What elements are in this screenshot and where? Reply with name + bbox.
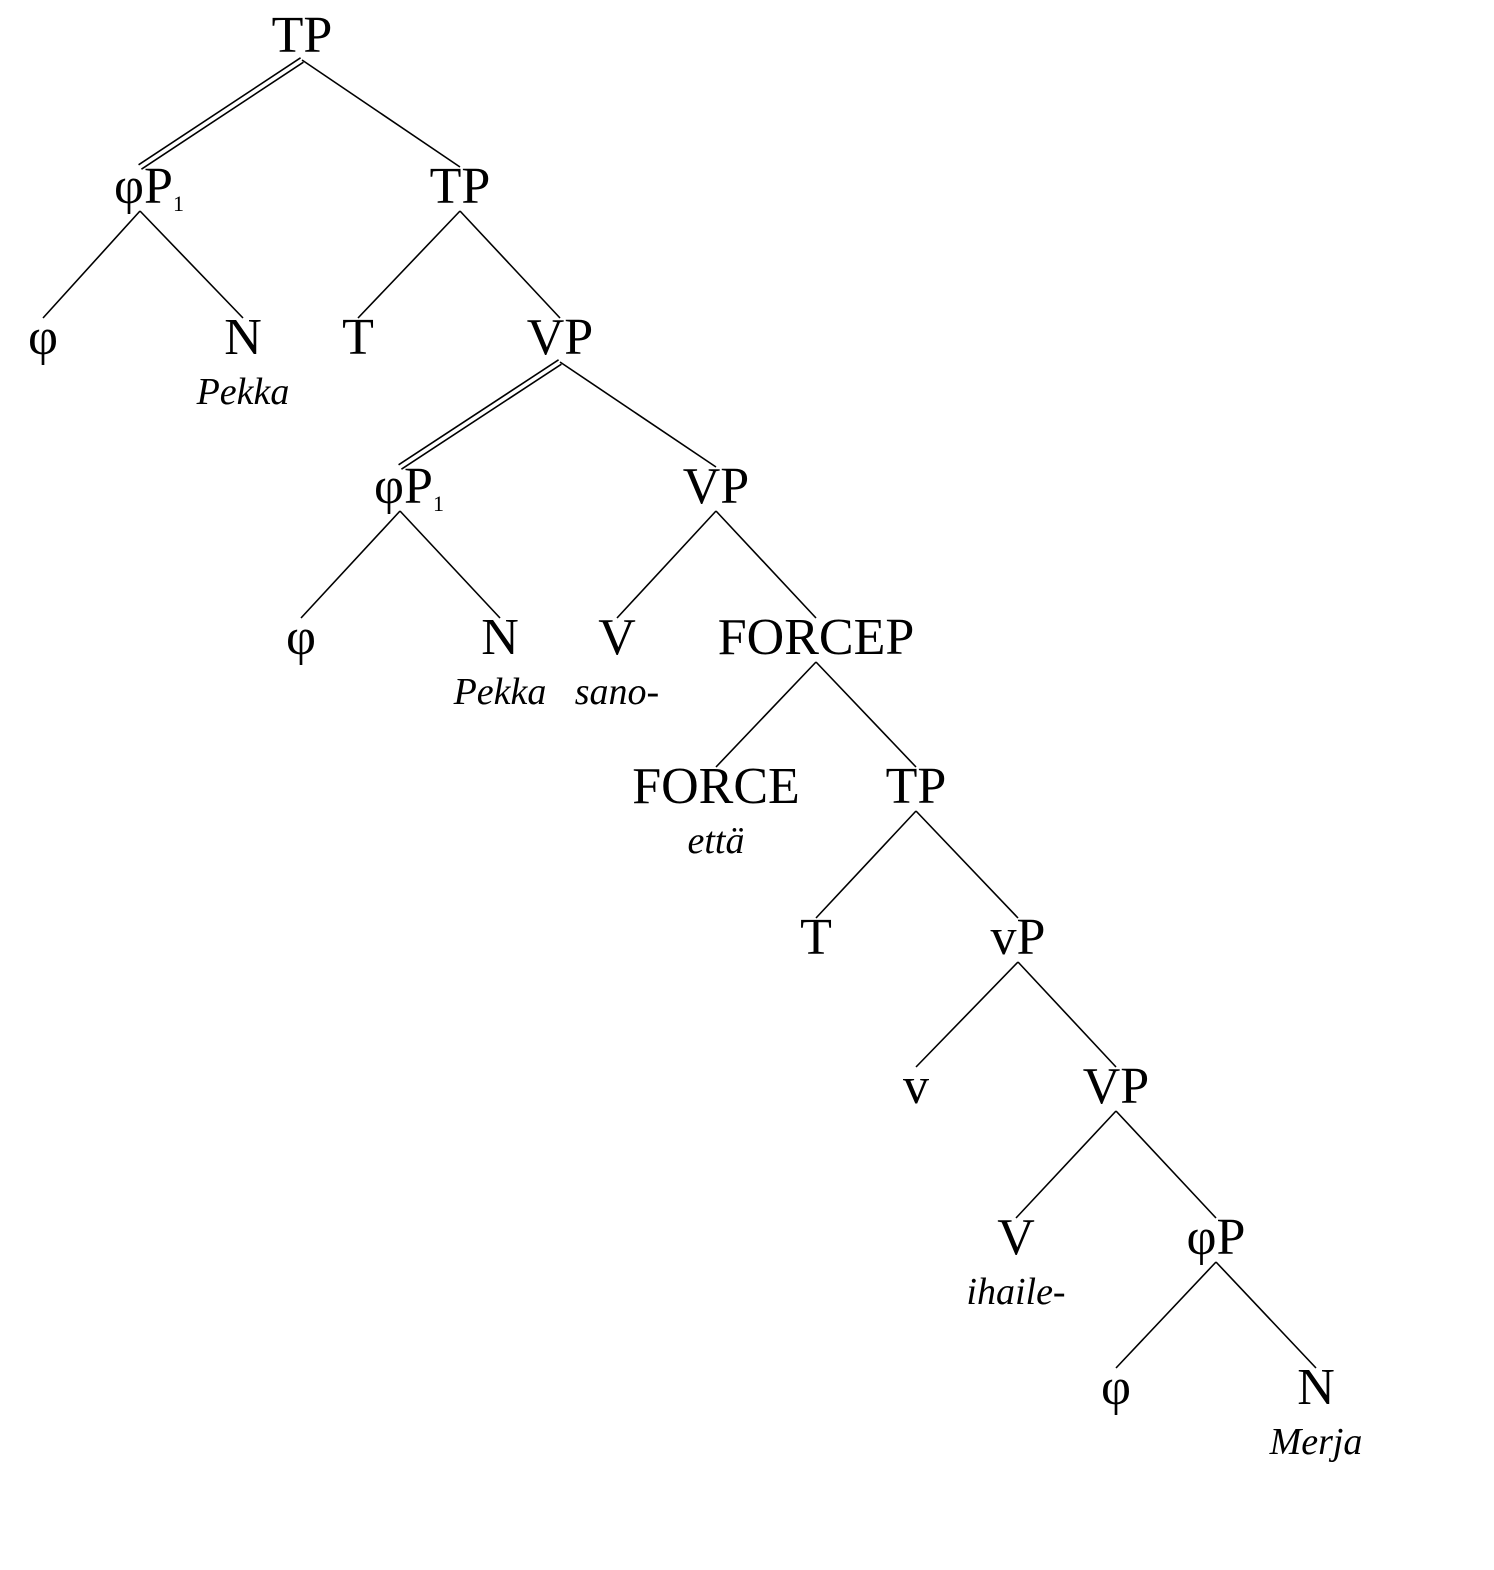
node-label: TP	[272, 7, 333, 64]
node-word: Pekka	[196, 371, 290, 413]
tree-node-n3: N Merja	[1269, 1359, 1363, 1463]
node-label: φP1	[114, 158, 184, 216]
node-label: φ	[286, 609, 316, 666]
tree-edge	[43, 211, 140, 318]
node-label: T	[800, 909, 832, 966]
node-label: v	[903, 1058, 929, 1115]
node-label: V	[598, 609, 636, 666]
node-label: φ	[28, 309, 58, 366]
tree-node-tp2: TP	[886, 758, 947, 815]
node-label: FORCE	[632, 758, 800, 815]
node-word: Pekka	[453, 671, 547, 713]
tree-node-vp3: VP	[1083, 1058, 1149, 1115]
node-word: ihaile-	[966, 1271, 1065, 1313]
tree-node-n1: N Pekka	[196, 309, 290, 413]
node-label: φP1	[374, 458, 444, 516]
tree-edge	[816, 662, 916, 767]
tree-edge-double-a	[139, 58, 301, 165]
tree-node-phip3: φP	[1187, 1209, 1246, 1266]
node-label: φP	[1187, 1209, 1246, 1266]
tree-node-force: FORCE että	[632, 758, 800, 862]
tree-edge	[1216, 1262, 1316, 1368]
tree-edge-double-a	[399, 360, 559, 465]
tree-node-tp1: TP	[430, 158, 491, 215]
tree-edge	[358, 211, 460, 318]
node-word: että	[688, 820, 745, 862]
node-label: N	[1297, 1359, 1335, 1416]
node-label: FORCEP	[718, 609, 915, 666]
node-subscript: 1	[173, 191, 184, 216]
tree-edge	[816, 811, 916, 918]
tree-edge	[302, 60, 460, 167]
tree-edge	[140, 211, 243, 318]
tree-node-phi1: φ	[28, 309, 58, 366]
node-label: VP	[1083, 1058, 1149, 1115]
tree-edge	[400, 511, 500, 618]
tree-edge	[301, 511, 400, 618]
tree-node-phi3: φ	[1101, 1359, 1131, 1416]
node-label: T	[342, 309, 374, 366]
tree-edge	[1116, 1111, 1216, 1218]
tree-node-phip1: φP1	[114, 158, 184, 216]
tree-node-phip2: φP1	[374, 458, 444, 516]
tree-edge	[1018, 962, 1116, 1067]
tree-edge	[460, 211, 560, 318]
tree-edge	[916, 962, 1018, 1067]
tree-edge	[1016, 1111, 1116, 1218]
node-label: VP	[683, 458, 749, 515]
node-label: VP	[527, 309, 593, 366]
tree-edges	[43, 58, 1316, 1368]
tree-edge	[560, 362, 716, 467]
tree-edge	[916, 811, 1018, 918]
tree-node-t1: T	[342, 309, 374, 366]
tree-node-n2: N Pekka	[453, 609, 547, 713]
node-label: vP	[991, 909, 1046, 966]
tree-edge-double-b	[401, 364, 561, 469]
tree-node-littlev: v	[903, 1058, 929, 1115]
tree-node-tp0: TP	[272, 7, 333, 64]
node-label: N	[224, 309, 262, 366]
tree-node-forcep: FORCEP	[718, 609, 915, 666]
tree-node-littlevp: vP	[991, 909, 1046, 966]
node-word: Merja	[1269, 1421, 1363, 1463]
node-label: V	[997, 1209, 1035, 1266]
tree-node-t2: T	[800, 909, 832, 966]
tree-edge	[1116, 1262, 1216, 1368]
tree-edge	[716, 511, 816, 618]
tree-edge	[617, 511, 716, 618]
tree-node-vp1: VP	[527, 309, 593, 366]
node-label: TP	[886, 758, 947, 815]
node-subscript: 1	[433, 491, 444, 516]
node-label: φ	[1101, 1359, 1131, 1416]
node-word: sano-	[575, 671, 659, 713]
node-label: N	[481, 609, 519, 666]
node-label: TP	[430, 158, 491, 215]
tree-node-phi2: φ	[286, 609, 316, 666]
tree-edge-double-b	[141, 62, 303, 169]
tree-edge	[716, 662, 816, 767]
tree-node-vp2: VP	[683, 458, 749, 515]
